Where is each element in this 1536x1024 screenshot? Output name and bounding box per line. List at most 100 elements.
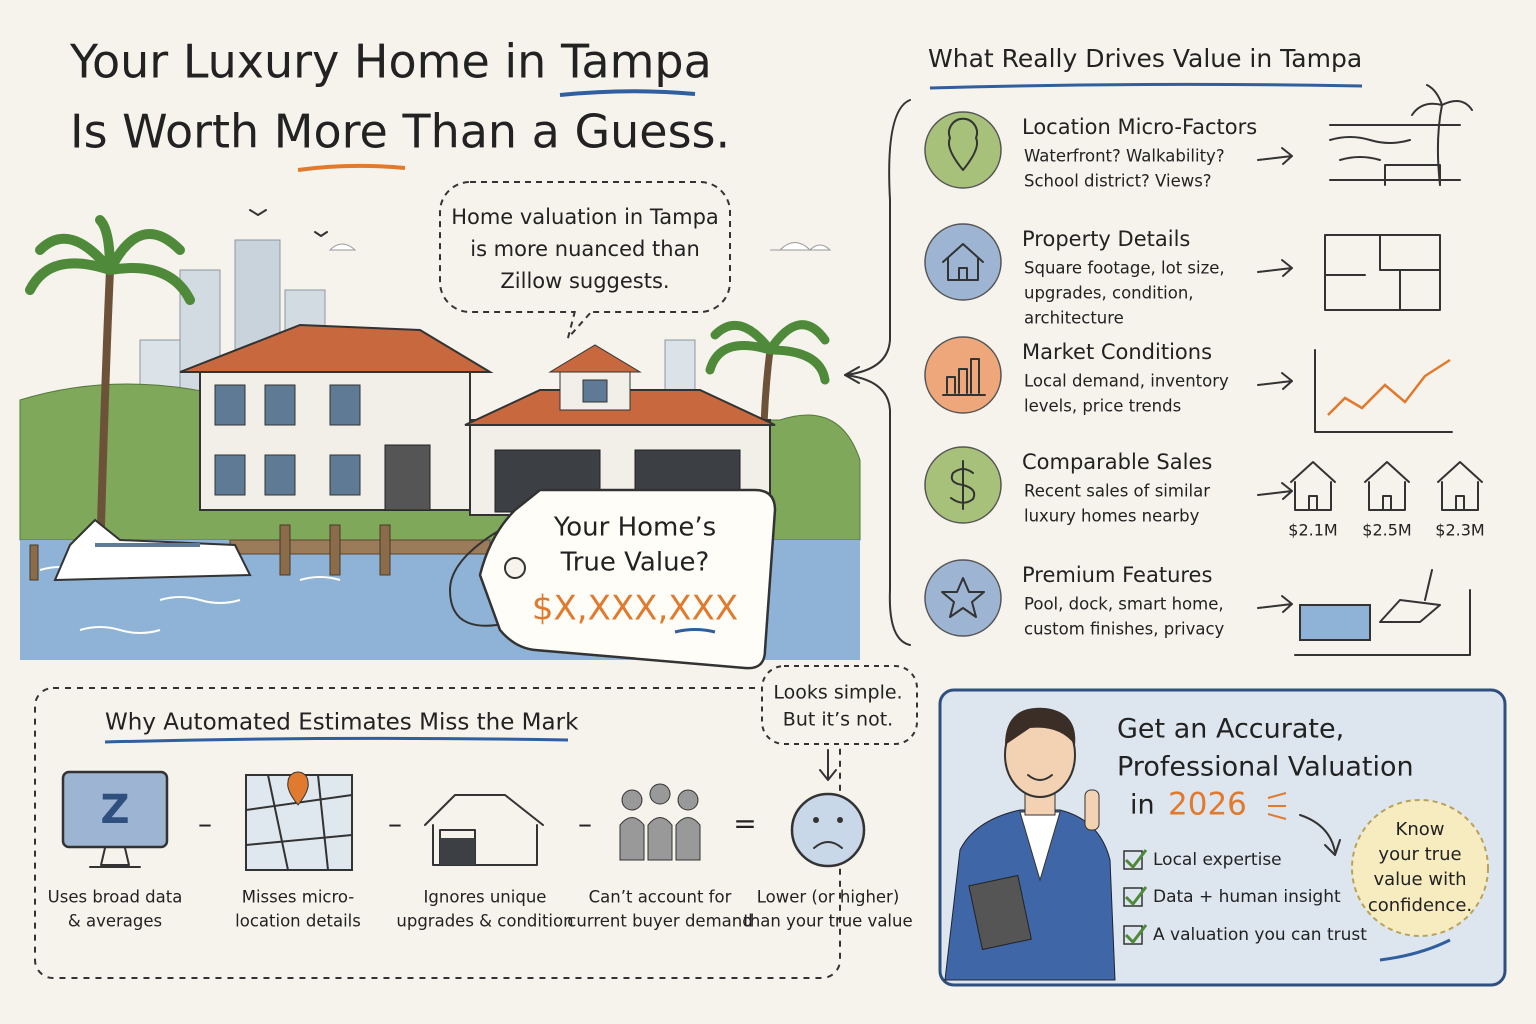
floor-plan (1324, 234, 1441, 311)
drivers-list: Location Micro-Factors Waterfront? Walkab… (924, 84, 1485, 656)
person-head (649, 783, 671, 805)
comp-price: $2.3M (1435, 521, 1484, 540)
step-label: upgrades & condition (396, 912, 573, 931)
chart-axes (1314, 349, 1453, 433)
arrow (1257, 595, 1293, 613)
driver-heading: Premium Features (1022, 563, 1212, 587)
driver-line: custom finishes, privacy (1024, 620, 1225, 639)
step-label: location details (235, 912, 361, 931)
tag-line: True Value? (560, 548, 710, 578)
badge-line: value with (1373, 869, 1466, 890)
driver-heading: Location Micro-Factors (1022, 115, 1257, 139)
tag-price: $X,XXX,XXX (532, 589, 738, 629)
checkmark (1124, 886, 1148, 907)
step-label: Misses micro- (242, 888, 355, 907)
driver-line: Waterfront? Walkability? (1024, 147, 1225, 166)
person-body (647, 817, 673, 861)
tag-line: Your Home’s (553, 513, 716, 543)
driver-icon (924, 336, 1002, 414)
frown (813, 841, 843, 849)
palm-sketch (1411, 84, 1473, 186)
section-title: Why Automated Estimates Miss the Mark (105, 710, 579, 736)
driver-heading: Property Details (1022, 227, 1190, 251)
comp-price: $2.1M (1288, 521, 1337, 540)
driver-heading: Comparable Sales (1022, 450, 1212, 474)
driver-line: Recent sales of similar (1024, 482, 1210, 501)
icon-glyph (942, 358, 986, 396)
speech-bubble: Home valuation in Tampa is more nuanced … (439, 181, 731, 339)
driver-line: School district? Views? (1024, 172, 1212, 191)
map-pin (287, 771, 309, 806)
badge-line: your true (1378, 844, 1461, 865)
driver-icon (924, 111, 1002, 189)
badge-line: Know (1396, 819, 1445, 840)
underline (297, 163, 406, 172)
dock-sketch (1294, 569, 1471, 656)
comp-house (1437, 461, 1483, 511)
bubble-line: is more nuanced than (470, 237, 700, 261)
step-label: & averages (68, 912, 162, 931)
step-label: Ignores unique (424, 888, 547, 907)
steps: Z Uses broad data & averages Misses micro-l… (48, 770, 913, 931)
monitor-stand (89, 847, 141, 868)
step-label: Can’t account for (589, 888, 732, 907)
comp-price: $2.5M (1362, 521, 1411, 540)
driver-icon (924, 223, 1002, 301)
bubble-line: Home valuation in Tampa (451, 205, 719, 229)
step-label: Uses broad data (48, 888, 183, 907)
monitor-letter: Z (100, 787, 129, 833)
comp-house (1364, 461, 1410, 511)
icon-glyph (947, 117, 979, 171)
price-tag: Your Home’s True Value? $X,XXX,XXX (449, 488, 777, 670)
person-head (621, 789, 643, 811)
icon-glyph (942, 243, 984, 281)
person-head (677, 789, 699, 811)
icon-glyph (941, 577, 985, 618)
cta-title: Get an Accurate, (1117, 714, 1344, 745)
checklist: Local expertise Data + human insight A val… (1123, 849, 1367, 945)
garage (440, 838, 475, 865)
underline (929, 82, 1363, 90)
cta-year: 2026 (1168, 787, 1247, 823)
operator: – (388, 807, 402, 840)
driver-icon (924, 559, 1002, 637)
comp-house (1290, 461, 1336, 511)
eye (837, 817, 843, 823)
automated-section: Why Automated Estimates Miss the Mark Lo… (34, 665, 918, 979)
operator: – (578, 807, 592, 840)
step-label: than your true value (743, 912, 912, 931)
eye (813, 817, 819, 823)
cta-title: in (1130, 790, 1155, 821)
cta-title: Professional Valuation (1117, 752, 1414, 783)
agent-illustration (944, 707, 1116, 981)
driver-heading: Market Conditions (1022, 340, 1212, 364)
driver-line: upgrades, condition, (1024, 284, 1194, 303)
callout-line: But it’s not. (783, 709, 893, 731)
underline (559, 89, 696, 97)
driver-line: Local demand, inventory (1024, 372, 1229, 391)
callout-line: Looks simple. (773, 682, 902, 704)
monitor (61, 770, 169, 849)
driver-line: Pool, dock, smart home, (1024, 595, 1224, 614)
waterfront-sketch (1329, 124, 1461, 186)
person-body (675, 817, 701, 861)
badge-line: confidence. (1368, 895, 1472, 916)
checkmark (1124, 924, 1148, 945)
driver-line: levels, price trends (1024, 397, 1181, 416)
section-title: What Really Drives Value in Tampa (928, 44, 1362, 73)
step-label: current buyer demand (567, 912, 752, 931)
title-line: Your Luxury Home in Tampa (69, 35, 712, 89)
checklist-item: Data + human insight (1153, 887, 1341, 907)
icon-glyph (950, 460, 976, 510)
title-line: Is Worth More Than a Guess. (70, 105, 730, 159)
cta-box: Get an Accurate, Professional Valuation … (938, 688, 1507, 987)
arrow (1257, 372, 1293, 390)
person-body (619, 817, 645, 861)
arrow (1257, 259, 1293, 277)
arrow (1257, 147, 1293, 165)
bubble-line: Zillow suggests. (500, 269, 669, 293)
driver-line: architecture (1024, 309, 1124, 328)
checkmark (1124, 849, 1148, 870)
trend-line (1327, 358, 1451, 416)
